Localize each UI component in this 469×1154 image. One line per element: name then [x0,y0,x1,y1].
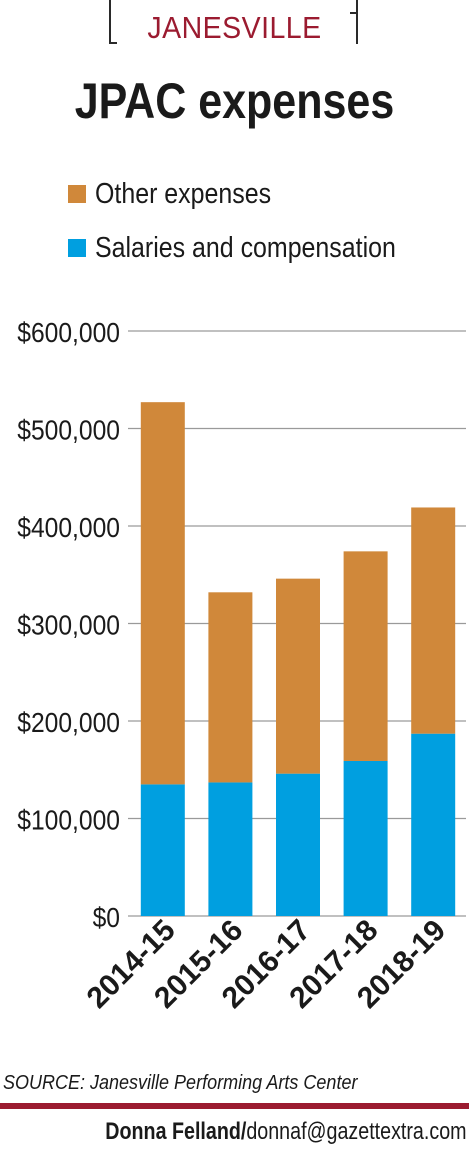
bar-2014-15-other [140,402,185,785]
y-tick-label-3: $300,000 [17,609,120,641]
footer-rule [0,1103,469,1109]
bar-2016-17-salaries [276,773,320,916]
bar-2015-16-salaries [208,782,253,916]
legend-item-salaries: Salaries and compensation [68,231,445,264]
kicker-label: JANESVILLE [147,10,322,45]
legend-swatch-salaries [68,239,86,257]
frame-bracket-right [356,0,358,44]
chart-title: JPAC expenses [74,73,395,129]
bar-2015-16-other [208,592,253,783]
legend-item-other: Other expenses [68,177,300,210]
frame-bracket-right-foot [350,12,358,14]
legend-label-other: Other expenses [95,177,272,210]
bar-2017-18-salaries [343,760,388,916]
y-tick-label-6: $600,000 [17,317,120,349]
y-tick-label-2: $200,000 [17,707,120,739]
y-tick-label-0: $0 [93,902,120,934]
credit-name: Donna Felland/ [105,1118,247,1145]
y-tick-label-1: $100,000 [17,804,120,836]
bar-2016-17-other [276,578,320,774]
credit-email: donnaf@gazettextra.com [246,1118,467,1145]
legend-label-salaries: Salaries and compensation [95,231,396,264]
frame-bracket-left [109,0,111,44]
bar-2018-19-other [411,507,456,734]
y-tick-label-4: $400,000 [17,512,120,544]
y-tick-label-5: $500,000 [17,414,120,446]
bar-2018-19-salaries [411,733,456,916]
credit-line: Donna Felland/donnaf@gazettextra.com [106,1118,467,1146]
frame-bracket-left-foot [109,42,117,44]
stacked-bar-chart: $0 $100,000 $200,000 $300,000 $400,000 $500,0… [17,317,466,1015]
source-note: SOURCE: Janesville Performing Arts Cente… [3,1072,358,1094]
bar-2017-18-other [343,551,388,761]
legend-swatch-other [68,185,86,203]
bar-2014-15-salaries [140,784,185,916]
